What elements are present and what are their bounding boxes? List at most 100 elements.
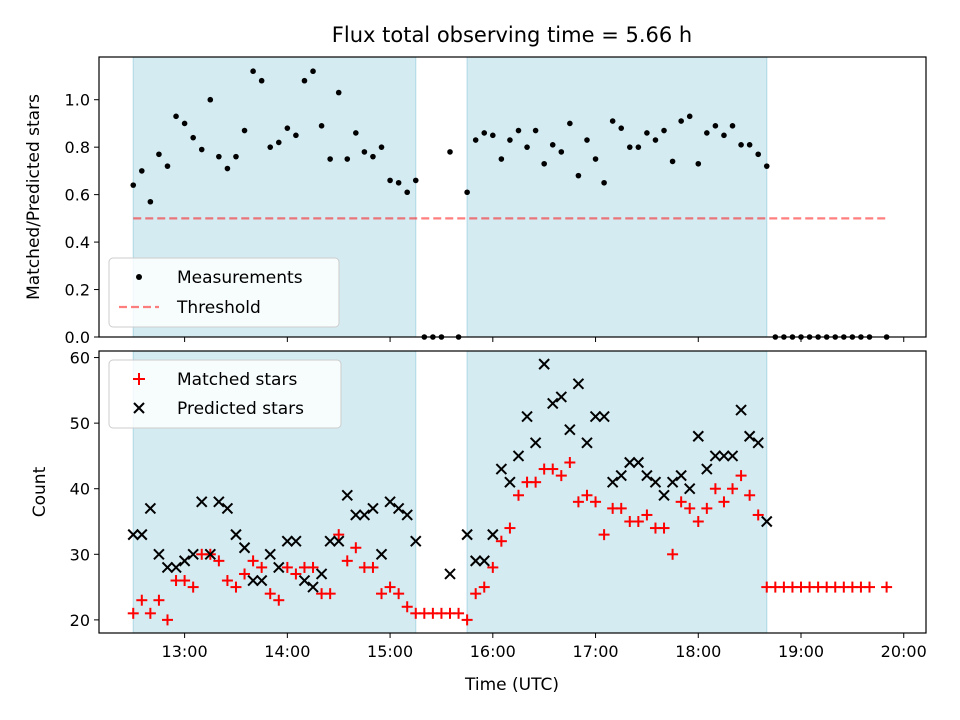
measurement-point <box>524 144 530 150</box>
legend-threshold-label: Threshold <box>176 298 261 318</box>
matched-star-point <box>401 601 413 613</box>
predicted-star-point <box>144 502 157 515</box>
predicted-star-point <box>358 509 371 521</box>
predicted-star-point <box>238 542 251 554</box>
top-legend: Measurements Threshold <box>108 257 340 328</box>
measurement-point <box>575 172 582 179</box>
matched-star-point <box>384 581 396 593</box>
measurement-point <box>267 144 274 150</box>
predicted-star-point <box>555 391 568 403</box>
measurement-point <box>241 127 248 134</box>
measurement-point <box>378 144 385 150</box>
measurement-point <box>763 163 770 169</box>
predicted-star-point <box>598 410 610 423</box>
matched-star-point <box>290 568 302 580</box>
predicted-star-point <box>632 456 645 469</box>
top-y-tick-label: 0.6 <box>65 186 90 205</box>
measurement-point <box>207 96 214 103</box>
predicted-star-point <box>324 535 336 547</box>
predicted-star-point <box>666 476 679 488</box>
predicted-star-point <box>136 528 148 541</box>
measurement-point <box>481 130 488 136</box>
measurement-point <box>318 123 325 129</box>
matched-star-point <box>727 483 739 495</box>
measurement-point <box>661 127 667 134</box>
top-y-ticks: 0.0 0.2 0.4 0.6 0.8 1.0 <box>65 91 99 347</box>
predicted-star-point <box>315 568 328 580</box>
predicted-star-point <box>709 450 722 462</box>
matched-star-point <box>692 516 704 528</box>
measurement-point <box>404 189 410 196</box>
matched-star-point <box>581 489 593 501</box>
matched-star-point <box>555 470 567 482</box>
measurement-point <box>224 165 231 172</box>
predicted-star-point <box>624 456 636 469</box>
legend-matched-label: Matched stars <box>177 370 297 390</box>
top-x-ticks <box>184 337 905 342</box>
top-y-axis-label: Matched/Predicted stars <box>24 94 44 300</box>
matched-star-point <box>461 614 473 626</box>
matched-star-point <box>487 561 499 573</box>
predicted-star-point <box>384 496 396 508</box>
x-tick-label: 18:00 <box>675 642 721 661</box>
bottom-y-tick-label: 40 <box>70 480 90 499</box>
predicted-star-point <box>161 561 174 574</box>
legend-predicted-marker <box>133 402 145 414</box>
predicted-star-point <box>196 496 208 508</box>
measurement-point <box>644 130 650 136</box>
matched-star-point <box>735 470 747 482</box>
x-tick-label: 14:00 <box>264 642 310 661</box>
measurement-point <box>472 137 479 143</box>
predicted-star-point <box>641 469 653 482</box>
matched-star-point <box>273 594 285 606</box>
matched-star-point <box>333 529 345 541</box>
chart-title: Flux total observing time = 5.66 h <box>332 23 692 47</box>
measurement-point <box>275 139 282 146</box>
measurement-point <box>738 141 744 148</box>
matched-star-point <box>530 476 542 488</box>
bottom-y-tick-label: 50 <box>70 414 90 433</box>
predicted-star-point <box>726 450 739 462</box>
x-tick-label: 19:00 <box>778 642 824 661</box>
top-shaded-spans <box>132 56 768 338</box>
predicted-star-point <box>350 509 362 521</box>
predicted-star-point <box>649 476 662 488</box>
count-points <box>127 358 893 626</box>
predicted-star-point <box>564 423 576 436</box>
measurement-point <box>250 68 256 75</box>
predicted-star-point <box>281 535 294 547</box>
measurement-point <box>712 123 719 129</box>
predicted-star-point <box>684 483 696 495</box>
measurement-point <box>601 179 607 186</box>
top-panel: 0.0 0.2 0.4 0.6 0.8 1.0 Matched/Predicted sta… <box>24 56 927 347</box>
predicted-star-point <box>589 410 602 423</box>
matched-star-point <box>453 607 465 619</box>
x-tick-label: 15:00 <box>367 642 413 661</box>
measurement-point <box>507 137 513 143</box>
matched-star-point <box>264 588 276 600</box>
measurement-point <box>609 118 616 124</box>
matched-star-point <box>127 607 139 619</box>
predicted-star-point <box>658 489 670 501</box>
measurement-point <box>652 137 659 143</box>
x-axis-label: Time (UTC) <box>464 675 559 695</box>
matched-star-point <box>187 581 199 593</box>
measurement-point <box>147 198 154 205</box>
matched-star-point <box>179 575 191 587</box>
legend-measurements-marker <box>136 274 142 280</box>
matched-star-point <box>478 581 490 593</box>
predicted-star-point <box>221 502 234 515</box>
measurement-point <box>626 144 633 150</box>
observing-span-2 <box>466 350 768 634</box>
matched-star-point <box>153 594 165 606</box>
predicted-star-point <box>735 404 747 416</box>
measurement-point <box>618 125 625 131</box>
predicted-star-point <box>701 463 713 475</box>
bottom-y-axis-label: Count <box>30 466 50 517</box>
predicted-star-point <box>572 378 585 390</box>
matched-star-point <box>572 496 584 508</box>
predicted-star-point <box>392 502 405 515</box>
measurement-point <box>190 134 196 141</box>
matched-star-point <box>470 588 482 600</box>
